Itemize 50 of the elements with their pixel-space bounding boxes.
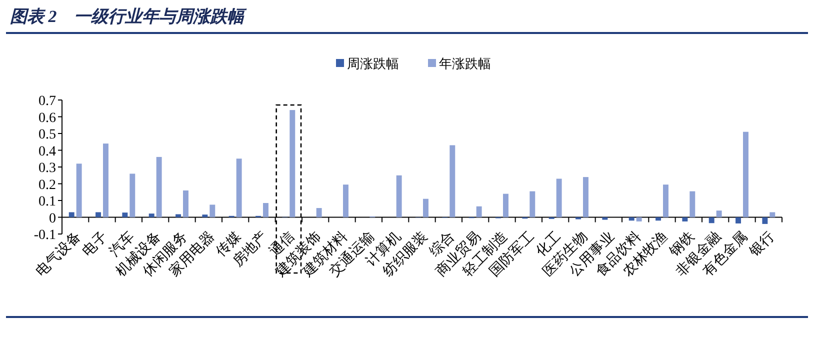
bar	[96, 212, 101, 218]
y-tick-label: 0.2	[38, 178, 56, 193]
bar	[690, 191, 696, 218]
bar	[290, 110, 296, 218]
y-tick-label: 0.1	[38, 194, 56, 210]
bar	[716, 210, 722, 218]
bar	[236, 158, 242, 218]
bar	[450, 145, 456, 218]
bar	[76, 164, 82, 218]
bar	[183, 190, 188, 218]
bar	[682, 217, 688, 222]
bar	[476, 206, 482, 218]
bar	[210, 204, 216, 218]
bar	[156, 156, 162, 218]
y-tick-label: 0.5	[38, 128, 56, 142]
y-tick-label: 0.7	[38, 94, 56, 109]
bar	[628, 217, 634, 221]
bar	[423, 198, 428, 218]
bar	[396, 175, 402, 218]
bar	[130, 174, 136, 218]
bar	[770, 212, 776, 218]
bar	[636, 217, 642, 222]
y-tick-label: 0.3	[38, 161, 56, 176]
bar	[343, 184, 348, 218]
bar	[148, 214, 154, 218]
bar	[530, 191, 536, 218]
bar	[176, 214, 181, 218]
bar	[503, 194, 508, 218]
y-tick-label: 0.6	[38, 110, 56, 126]
chart-title: 图表 2 一级行业年与周涨跌幅	[10, 7, 247, 26]
bar	[556, 178, 562, 218]
bar	[103, 144, 108, 218]
bar	[602, 217, 608, 220]
bar	[708, 217, 714, 224]
legend-label: 周涨跌幅	[347, 56, 399, 71]
bar	[656, 217, 661, 221]
bar	[743, 132, 748, 218]
bar	[762, 217, 768, 224]
bar	[663, 184, 668, 218]
bar	[736, 217, 741, 224]
bar	[68, 212, 74, 218]
bar	[122, 212, 128, 218]
bar	[263, 203, 268, 218]
bar	[316, 208, 322, 218]
y-tick-label: 0.4	[38, 144, 56, 160]
y-tick-label: 0	[49, 211, 56, 226]
y-tick-label: -0.1	[34, 228, 56, 243]
bar	[583, 177, 588, 218]
legend-label: 年涨跌幅	[439, 56, 491, 71]
bar	[202, 214, 208, 218]
